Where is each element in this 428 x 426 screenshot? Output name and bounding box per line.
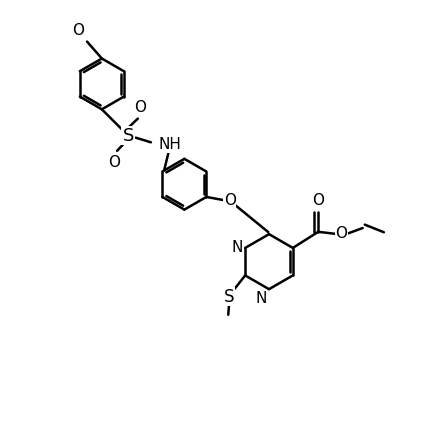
Text: N: N	[256, 291, 267, 306]
Text: O: O	[336, 227, 348, 242]
Text: O: O	[312, 193, 324, 208]
Text: O: O	[134, 100, 146, 115]
Text: O: O	[109, 155, 121, 170]
Text: N: N	[232, 239, 243, 255]
Text: S: S	[122, 127, 134, 144]
Text: O: O	[71, 23, 83, 38]
Text: S: S	[224, 288, 235, 305]
Text: O: O	[224, 193, 236, 208]
Text: NH: NH	[158, 137, 181, 153]
